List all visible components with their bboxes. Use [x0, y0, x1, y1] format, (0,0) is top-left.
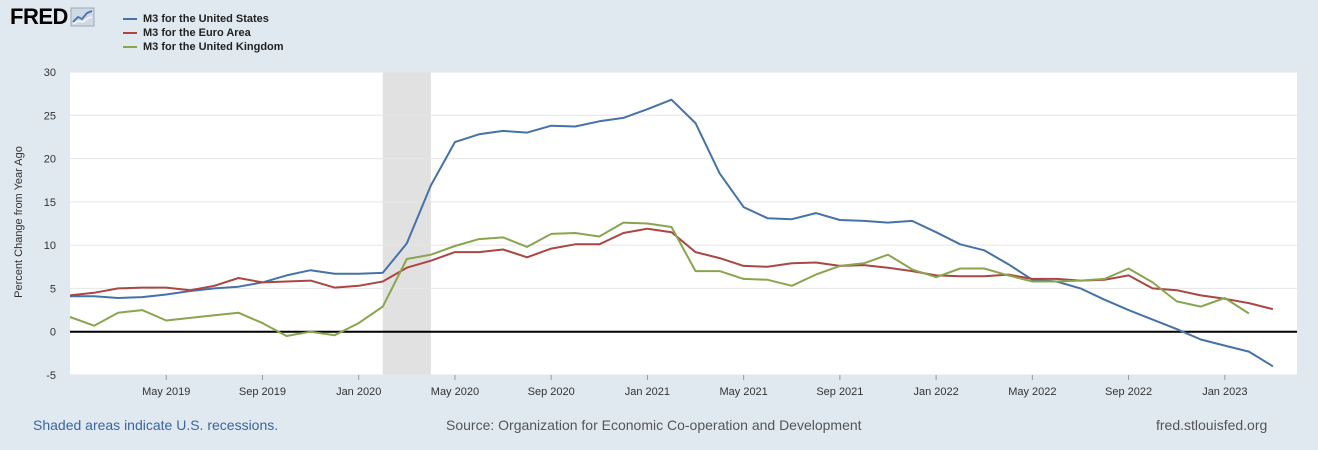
x-tick-label: Sep 2022 [1105, 386, 1152, 398]
legend-swatch-us [123, 18, 137, 20]
y-tick-label: 30 [44, 67, 56, 79]
x-tick-label: May 2021 [719, 386, 767, 398]
plot-area [70, 72, 1297, 375]
x-tick-label: Sep 2020 [528, 386, 575, 398]
x-tick-label: Jan 2021 [625, 386, 670, 398]
legend-label-uk: M3 for the United Kingdom [143, 41, 284, 53]
recession-shade [382, 72, 431, 375]
y-tick-label: 15 [44, 197, 56, 209]
line-chart: -5 0 5 10 15 20 25 30 May 2019 Sep 2019 Jan 2020 M… [13, 67, 1297, 398]
y-tick-label: 0 [50, 327, 56, 339]
series-line-2[interactable] [69, 221, 1250, 337]
y-axis-title: Percent Change from Year Ago [13, 146, 25, 298]
fred-logo[interactable]: FRED [10, 4, 96, 30]
y-tick-label: -5 [46, 370, 56, 382]
x-tick-label: Sep 2019 [239, 386, 286, 398]
recession-note-link[interactable]: Shaded areas indicate U.S. recessions. [33, 417, 279, 433]
x-tick-label: May 2019 [142, 386, 190, 398]
y-tick-label: 5 [50, 283, 56, 295]
series-line-0[interactable] [70, 98, 1274, 368]
fred-logo-text: FRED [10, 4, 68, 29]
chart-legend: M3 for the United States M3 for the Euro… [123, 12, 284, 54]
legend-label-euro-area: M3 for the Euro Area [143, 27, 251, 39]
fred-logo-graph-icon [70, 7, 95, 27]
legend-item-us[interactable]: M3 for the United States [123, 12, 284, 26]
legend-swatch-uk [123, 46, 137, 48]
x-tick-label: Jan 2023 [1202, 386, 1247, 398]
source-note: Source: Organization for Economic Co-ope… [446, 417, 862, 433]
legend-swatch-euro-area [123, 32, 137, 34]
y-tick-label: 20 [44, 154, 56, 166]
y-tick-label: 25 [44, 110, 56, 122]
legend-label-us: M3 for the United States [143, 13, 269, 25]
y-tick-label: 10 [44, 240, 56, 252]
legend-item-euro-area[interactable]: M3 for the Euro Area [123, 26, 284, 40]
x-tick-label: Jan 2020 [336, 386, 381, 398]
x-tick-label: Jan 2022 [913, 386, 958, 398]
x-tick-label: Sep 2021 [816, 386, 863, 398]
x-tick-label: May 2020 [431, 386, 479, 398]
site-link[interactable]: fred.stlouisfed.org [1156, 417, 1268, 433]
x-tick-label: May 2022 [1008, 386, 1056, 398]
legend-item-uk[interactable]: M3 for the United Kingdom [123, 40, 284, 54]
